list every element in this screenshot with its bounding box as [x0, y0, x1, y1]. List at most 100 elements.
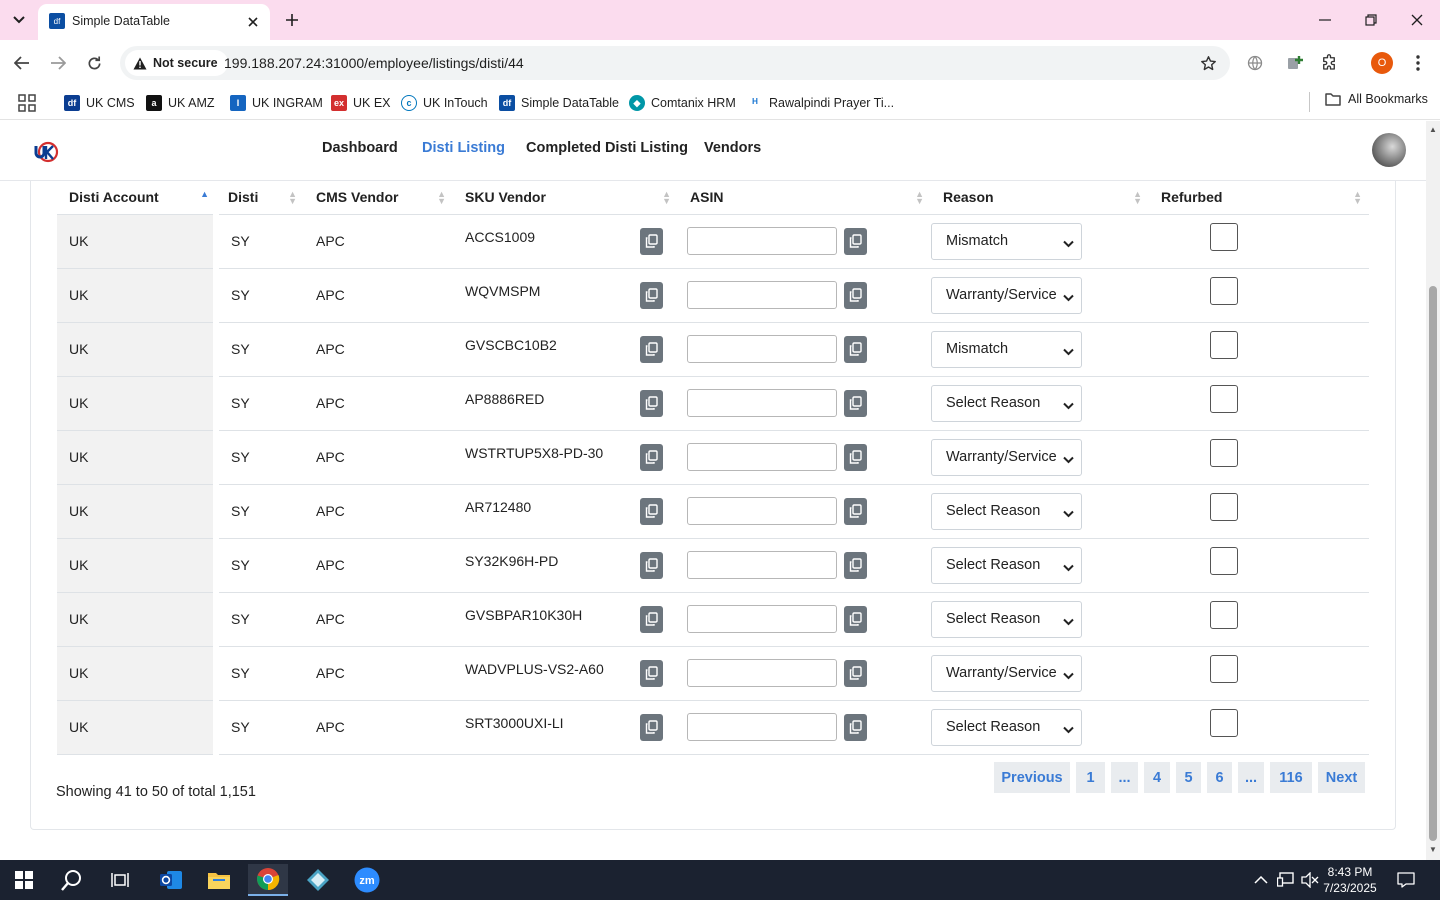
asin-input[interactable]	[687, 226, 837, 255]
asin-input[interactable]	[687, 604, 837, 633]
copy-asin-button[interactable]	[844, 551, 867, 579]
col-header-sku-vendor[interactable]: SKU Vendor ▲ ▼	[453, 181, 678, 215]
asin-input[interactable]	[687, 712, 837, 741]
scroll-up-icon[interactable]: ▲	[1429, 125, 1437, 134]
refurbed-checkbox[interactable]	[1210, 222, 1238, 251]
browser-tab[interactable]: df Simple DataTable	[38, 4, 270, 40]
chrome-icon[interactable]	[248, 864, 288, 896]
bookmark-comtanix-hrm[interactable]: ◆ Comtanix HRM	[629, 92, 736, 114]
reason-select[interactable]: Warranty/Service	[931, 276, 1082, 314]
asin-input[interactable]	[687, 550, 837, 579]
page-4-button[interactable]: 4	[1144, 762, 1170, 793]
page-previous-button[interactable]: Previous	[994, 762, 1070, 793]
address-bar[interactable]: Not secure 199.188.207.24:31000/employee…	[120, 46, 1230, 80]
page-next-button[interactable]: Next	[1318, 762, 1365, 793]
reason-select[interactable]: Select Reason	[931, 546, 1082, 584]
copy-asin-button[interactable]	[844, 281, 867, 309]
reason-select[interactable]: Warranty/Service	[931, 438, 1082, 476]
tab-search-dropdown-icon[interactable]	[6, 7, 32, 33]
page-116-button[interactable]: 116	[1270, 762, 1312, 793]
translate-extension-icon[interactable]	[1244, 52, 1266, 74]
asin-input[interactable]	[687, 280, 837, 309]
copy-asin-button[interactable]	[844, 713, 867, 741]
copy-sku-button[interactable]	[640, 281, 663, 309]
outlook-icon[interactable]	[151, 864, 191, 896]
task-view-icon[interactable]	[100, 864, 140, 896]
reason-select[interactable]: Mismatch	[931, 222, 1082, 260]
notifications-icon[interactable]	[1388, 864, 1424, 896]
close-tab-icon[interactable]	[244, 13, 262, 31]
page-scrollbar[interactable]: ▲ ▼	[1426, 121, 1440, 860]
asin-input[interactable]	[687, 496, 837, 525]
copy-sku-button[interactable]	[640, 227, 663, 255]
copy-asin-button[interactable]	[844, 389, 867, 417]
reason-select[interactable]: Select Reason	[931, 708, 1082, 746]
copy-sku-button[interactable]	[640, 389, 663, 417]
copy-asin-button[interactable]	[844, 659, 867, 687]
col-header-asin[interactable]: ASIN ▲ ▼	[678, 181, 931, 215]
app-icon[interactable]	[298, 864, 338, 896]
refurbed-checkbox[interactable]	[1210, 492, 1238, 521]
scrollbar-thumb[interactable]	[1429, 286, 1437, 841]
reload-icon[interactable]	[82, 51, 106, 75]
page-6-button[interactable]: 6	[1207, 762, 1232, 793]
bookmark-uk-amz[interactable]: a UK AMZ	[146, 92, 215, 114]
security-chip[interactable]: Not secure	[125, 50, 228, 76]
back-icon[interactable]	[10, 51, 34, 75]
apps-grid-icon[interactable]	[18, 94, 36, 112]
search-icon[interactable]	[52, 864, 92, 896]
uk-logo-icon[interactable]	[32, 137, 60, 165]
network-icon[interactable]	[1268, 864, 1304, 896]
asin-input[interactable]	[687, 388, 837, 417]
copy-sku-button[interactable]	[640, 713, 663, 741]
bookmark-uk-intouch[interactable]: c UK InTouch	[401, 92, 488, 114]
refurbed-checkbox[interactable]	[1210, 330, 1238, 359]
copy-asin-button[interactable]	[844, 443, 867, 471]
reason-select[interactable]: Select Reason	[931, 492, 1082, 530]
col-header-cms-vendor[interactable]: CMS Vendor ▲ ▼	[304, 181, 453, 215]
minimize-icon[interactable]	[1312, 8, 1338, 32]
copy-asin-button[interactable]	[844, 335, 867, 363]
page-1-button[interactable]: 1	[1076, 762, 1105, 793]
copy-sku-button[interactable]	[640, 335, 663, 363]
new-tab-icon[interactable]	[280, 8, 304, 32]
col-header-disti-account[interactable]: Disti Account ▲	[57, 181, 216, 215]
bookmark-simple-datatable[interactable]: df Simple DataTable	[499, 92, 619, 114]
copy-sku-button[interactable]	[640, 551, 663, 579]
restore-icon[interactable]	[1358, 8, 1384, 32]
bookmark-star-icon[interactable]	[1198, 53, 1218, 73]
copy-sku-button[interactable]	[640, 497, 663, 525]
nav-vendors[interactable]: Vendors	[704, 140, 762, 156]
extension-plus-icon[interactable]	[1284, 52, 1306, 74]
reason-select[interactable]: Select Reason	[931, 384, 1082, 422]
page-5-button[interactable]: 5	[1176, 762, 1201, 793]
scroll-down-icon[interactable]: ▼	[1429, 845, 1437, 854]
bookmark-rawalpindi-prayer[interactable]: ᴴ Rawalpindi Prayer Ti...	[747, 92, 894, 114]
refurbed-checkbox[interactable]	[1210, 600, 1238, 629]
col-header-disti[interactable]: Disti ▲ ▼	[216, 181, 304, 215]
chevron-up-icon[interactable]	[1243, 864, 1279, 896]
bookmark-uk-ex[interactable]: ex UK EX	[331, 92, 391, 114]
refurbed-checkbox[interactable]	[1210, 438, 1238, 467]
nav-disti-listing[interactable]: Disti Listing	[422, 140, 505, 156]
copy-asin-button[interactable]	[844, 497, 867, 525]
refurbed-checkbox[interactable]	[1210, 546, 1238, 575]
col-header-reason[interactable]: Reason ▲ ▼	[931, 181, 1149, 215]
forward-icon[interactable]	[46, 51, 70, 75]
extensions-puzzle-icon[interactable]	[1318, 52, 1340, 74]
url-text[interactable]: 199.188.207.24:31000/employee/listings/d…	[224, 55, 524, 71]
profile-avatar[interactable]: O	[1371, 52, 1393, 74]
nav-completed-disti-listing[interactable]: Completed Disti Listing	[526, 140, 688, 156]
chrome-menu-icon[interactable]	[1407, 52, 1429, 74]
reason-select[interactable]: Select Reason	[931, 600, 1082, 638]
copy-asin-button[interactable]	[844, 605, 867, 633]
asin-input[interactable]	[687, 658, 837, 687]
copy-sku-button[interactable]	[640, 443, 663, 471]
nav-dashboard[interactable]: Dashboard	[322, 140, 398, 156]
refurbed-checkbox[interactable]	[1210, 654, 1238, 683]
file-explorer-icon[interactable]	[199, 864, 239, 896]
reason-select[interactable]: Mismatch	[931, 330, 1082, 368]
volume-muted-icon[interactable]	[1292, 864, 1328, 896]
start-icon[interactable]	[4, 864, 44, 896]
copy-asin-button[interactable]	[844, 227, 867, 255]
